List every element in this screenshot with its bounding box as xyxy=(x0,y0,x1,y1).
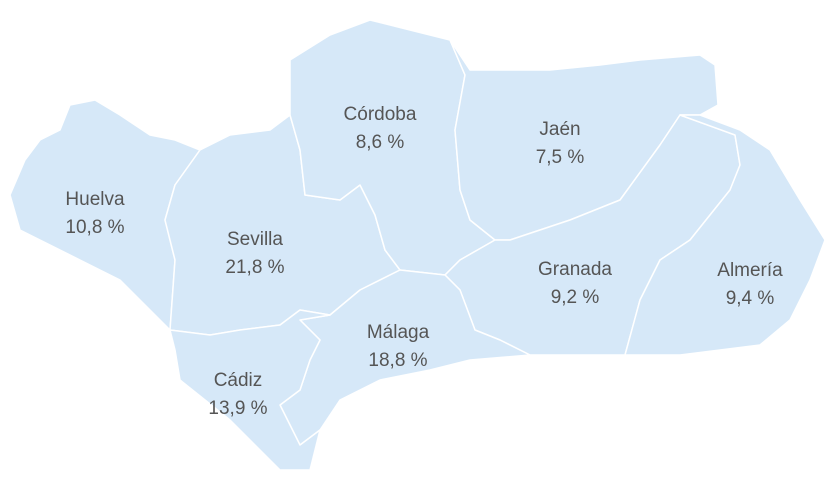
region-name: Sevilla xyxy=(227,229,283,250)
region-name: Granada xyxy=(538,259,612,280)
region-value: 9,4 % xyxy=(726,288,775,309)
region-value: 21,8 % xyxy=(225,257,284,278)
region-name: Almería xyxy=(717,260,783,281)
huelva-shape xyxy=(9,99,201,331)
labels: Huelva 10,8 % Sevilla 21,8 % Córdoba 8,6 % Jaé… xyxy=(65,104,783,419)
region-name: Málaga xyxy=(367,322,430,343)
cadiz-shape xyxy=(169,309,331,471)
region-name: Cádiz xyxy=(214,370,263,391)
region-value: 10,8 % xyxy=(65,217,124,238)
region-value: 8,6 % xyxy=(356,132,405,153)
region-value: 18,8 % xyxy=(368,350,427,371)
region-name: Jaén xyxy=(539,119,580,140)
almeria-shape xyxy=(624,114,826,356)
region-value: 13,9 % xyxy=(208,398,267,419)
region-name: Huelva xyxy=(65,189,125,210)
region-name: Córdoba xyxy=(344,104,417,125)
region-value: 7,5 % xyxy=(536,147,585,168)
region-value: 9,2 % xyxy=(551,287,600,308)
